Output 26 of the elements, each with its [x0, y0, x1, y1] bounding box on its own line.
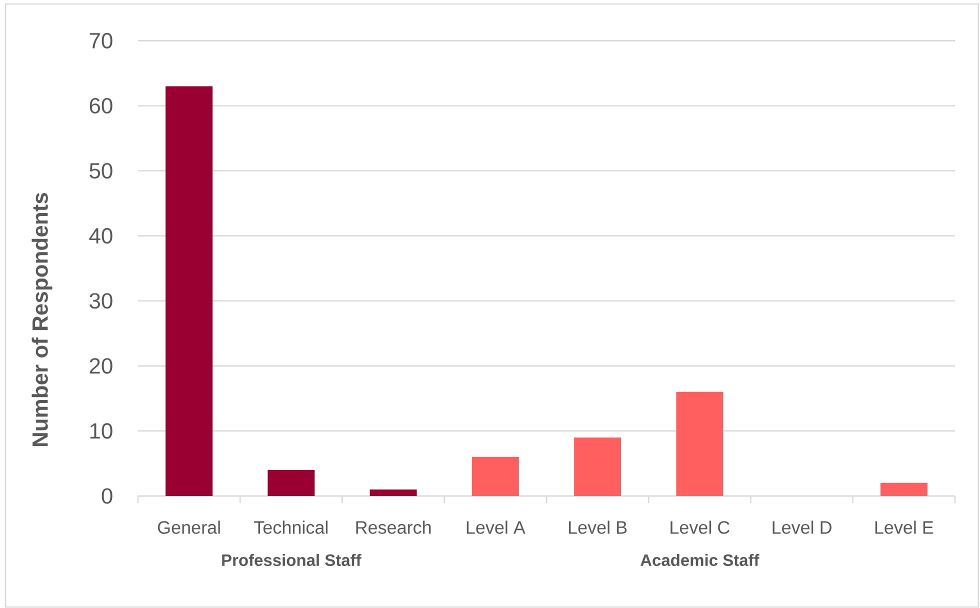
x-tick-label: Technical: [254, 520, 328, 534]
y-tick-label: 30: [90, 293, 112, 309]
y-tick-label: 50: [90, 162, 112, 179]
x-tick-label: General: [158, 520, 220, 534]
y-tick-label: 70: [90, 32, 112, 48]
bar: [166, 86, 213, 496]
bar: [472, 456, 519, 496]
x-tick-label: Level A: [466, 520, 526, 534]
y-tick-label: 60: [90, 98, 112, 114]
y-tick-label: 20: [90, 358, 112, 374]
y-axis-title: Number of Respondents: [32, 192, 52, 446]
y-tick-label: 0: [102, 488, 112, 504]
text: Academic Staff: [640, 554, 760, 566]
text: Professional Staff: [222, 554, 362, 566]
bar: [676, 392, 724, 496]
y-tick-label: 40: [89, 228, 112, 244]
x-tick-label: Level E: [875, 520, 934, 534]
bar: [880, 482, 928, 496]
x-tick-label: Level D: [772, 520, 832, 534]
bar: [370, 489, 417, 496]
y-tick-label: 10: [90, 423, 112, 439]
x-tick-label: Level C: [670, 520, 730, 534]
x-tick-label: Level B: [569, 520, 627, 534]
bar: [268, 470, 315, 496]
bar: [574, 437, 622, 496]
x-tick-label: Research: [356, 520, 431, 534]
